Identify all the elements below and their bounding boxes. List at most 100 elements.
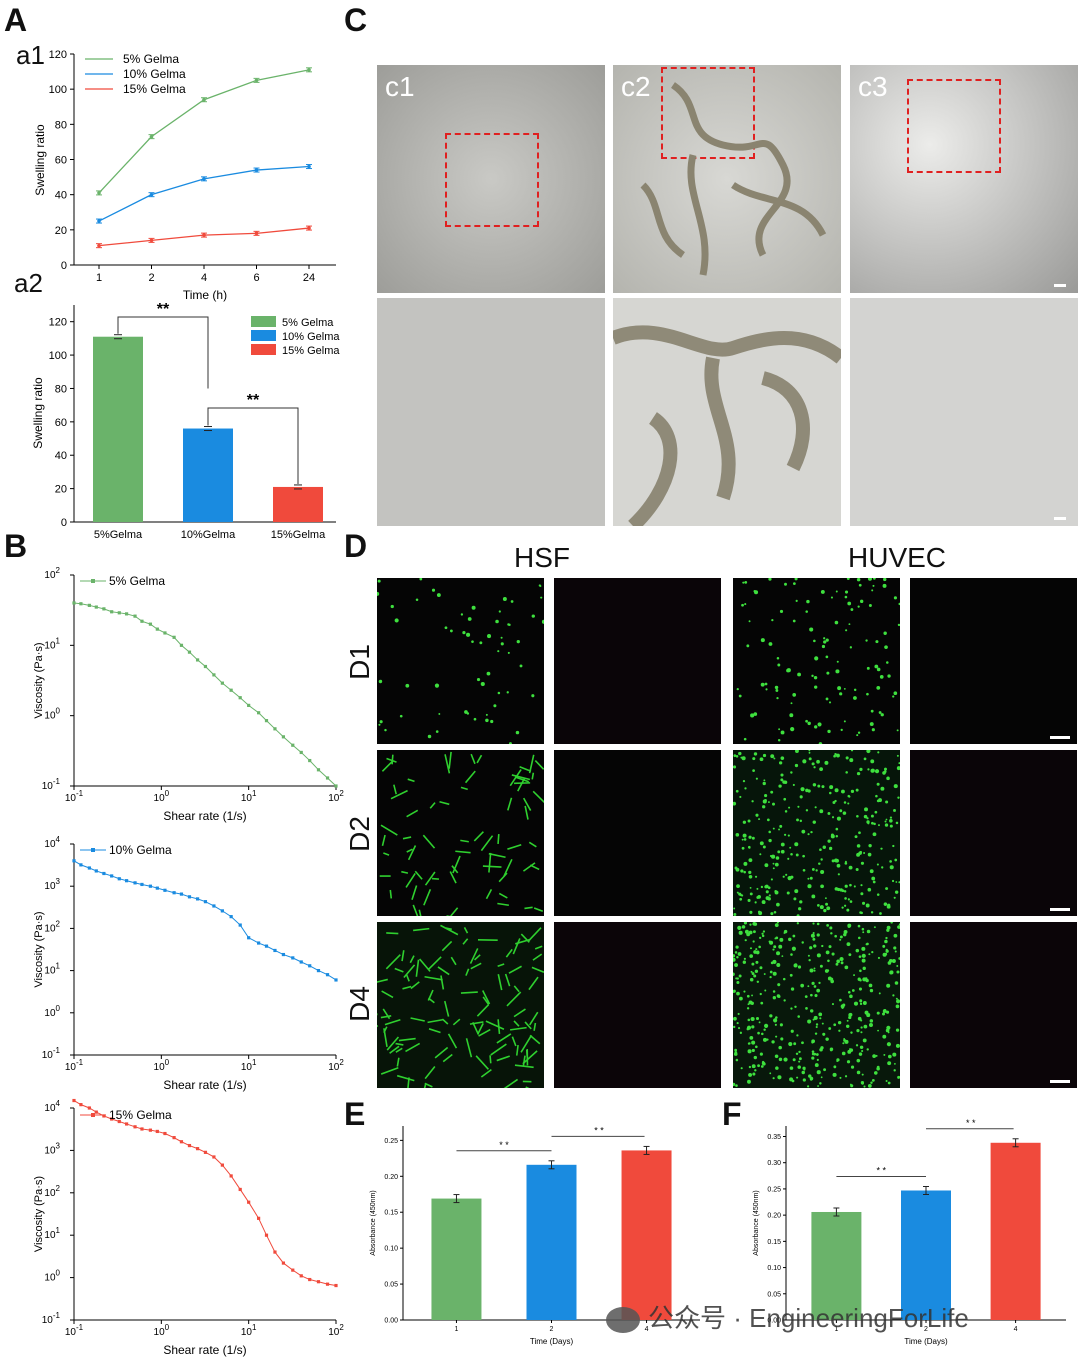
data-point xyxy=(140,1127,144,1131)
cell-signal xyxy=(892,844,895,848)
cell-signal xyxy=(380,1015,392,1019)
cell-signal xyxy=(419,578,423,581)
y-tick-label: 80 xyxy=(55,119,67,131)
cell-signal xyxy=(801,1070,805,1075)
cell-signal xyxy=(793,1042,797,1046)
cell-signal xyxy=(744,939,747,942)
cell-signal xyxy=(866,1048,869,1051)
x-tick-label: 101 xyxy=(241,789,257,804)
cell-signal xyxy=(783,999,786,1002)
cell-signal xyxy=(797,1065,802,1069)
cell-signal xyxy=(896,970,900,974)
cell-signal xyxy=(473,831,484,842)
cell-signal xyxy=(479,641,483,645)
cell-signal xyxy=(812,783,817,787)
x-axis-label: Shear rate (1/s) xyxy=(163,1343,246,1357)
cell-signal xyxy=(747,845,751,849)
panel-label-a2: a2 xyxy=(14,268,43,298)
cell-signal xyxy=(764,863,769,868)
cell-signal xyxy=(786,891,790,895)
cell-signal xyxy=(733,1082,736,1087)
cell-signal xyxy=(812,1018,815,1021)
cell-signal xyxy=(504,973,511,987)
cell-signal xyxy=(876,667,881,672)
cell-signal xyxy=(833,1065,837,1069)
bar xyxy=(811,1211,862,1320)
cell-signal xyxy=(857,924,861,928)
cell-signal xyxy=(776,902,780,907)
cell-signal xyxy=(887,1081,891,1085)
micrograph-label-c2: c2 xyxy=(621,71,651,102)
x-tick-label: 2 xyxy=(550,1326,554,1333)
cell-signal xyxy=(769,975,772,979)
cell-signal xyxy=(807,1085,810,1088)
cell-signal xyxy=(886,928,890,932)
data-point xyxy=(273,948,277,953)
cell-signal xyxy=(857,605,860,608)
cell-signal xyxy=(864,807,868,812)
cell-signal xyxy=(771,619,774,622)
cell-signal xyxy=(848,865,853,870)
cell-signal xyxy=(748,870,752,874)
cell-signal xyxy=(733,754,737,758)
cell-signal xyxy=(844,860,847,863)
y-tick-label: 100 xyxy=(49,350,67,362)
cell-signal xyxy=(805,809,809,812)
cell-signal xyxy=(508,965,522,974)
significance-label: * * xyxy=(499,1140,509,1150)
cell-signal xyxy=(815,1053,819,1056)
cell-signal xyxy=(498,892,508,899)
cell-signal xyxy=(875,1054,878,1057)
cell-signal xyxy=(874,810,878,814)
cell-signal xyxy=(754,969,759,973)
data-point xyxy=(117,611,121,615)
row-label-d1: D1 xyxy=(344,644,375,680)
cell-signal xyxy=(881,1012,886,1016)
cell-signal xyxy=(774,685,779,690)
y-tick-label: 80 xyxy=(55,383,67,395)
cell-signal xyxy=(443,1000,450,1017)
cell-signal xyxy=(807,884,812,889)
cell-signal xyxy=(762,805,766,809)
data-point xyxy=(281,1261,286,1265)
cell-signal xyxy=(794,842,799,847)
cell-signal xyxy=(885,1010,890,1014)
cell-signal xyxy=(754,901,757,904)
y-tick-label: 0.10 xyxy=(767,1265,781,1272)
cell-signal xyxy=(498,610,501,613)
y-axis-label: Swelling ratio xyxy=(31,377,45,449)
cell-signal xyxy=(761,1061,766,1066)
cell-signal xyxy=(874,769,880,774)
cell-signal xyxy=(836,816,841,821)
cell-signal xyxy=(872,1054,876,1059)
cell-signal xyxy=(810,830,813,834)
cell-signal xyxy=(835,753,840,758)
cell-signal xyxy=(485,889,493,900)
cell-signal xyxy=(870,911,874,914)
cell-signal xyxy=(412,904,419,916)
y-tick-label: 0 xyxy=(61,260,67,272)
cell-signal xyxy=(738,892,742,896)
y-tick-label: 102 xyxy=(44,566,60,581)
cell-signal xyxy=(534,759,544,770)
data-point xyxy=(124,1122,129,1126)
data-point xyxy=(257,711,261,715)
cell-signal xyxy=(774,923,779,928)
cell-signal xyxy=(773,910,777,914)
cell-signal xyxy=(846,578,850,580)
y-tick-label: 120 xyxy=(49,317,67,329)
cell-signal xyxy=(790,852,793,856)
cell-signal xyxy=(445,927,452,931)
cell-signal xyxy=(777,983,781,987)
x-axis-label: Time (Days) xyxy=(904,1337,948,1346)
cell-signal xyxy=(377,1024,379,1028)
cell-signal xyxy=(780,778,784,782)
cell-signal xyxy=(818,981,821,985)
cell-signal xyxy=(792,693,797,697)
cell-signal xyxy=(819,905,824,910)
data-point xyxy=(117,1119,121,1124)
cell-signal xyxy=(792,1058,796,1062)
cell-signal xyxy=(823,1068,827,1072)
cell-signal xyxy=(807,1019,812,1024)
cell-signal xyxy=(788,937,792,942)
